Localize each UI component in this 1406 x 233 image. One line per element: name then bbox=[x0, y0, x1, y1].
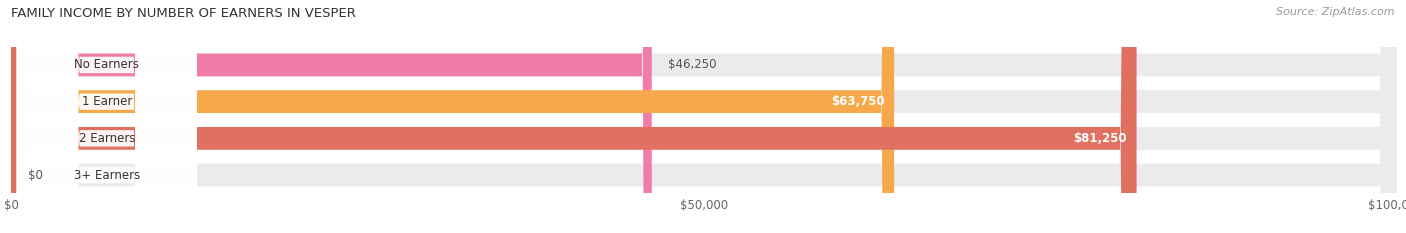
Text: No Earners: No Earners bbox=[75, 58, 139, 72]
FancyBboxPatch shape bbox=[11, 0, 1136, 233]
Text: $0: $0 bbox=[28, 168, 42, 182]
Text: FAMILY INCOME BY NUMBER OF EARNERS IN VESPER: FAMILY INCOME BY NUMBER OF EARNERS IN VE… bbox=[11, 7, 356, 20]
FancyBboxPatch shape bbox=[11, 0, 1396, 233]
Text: $46,250: $46,250 bbox=[668, 58, 717, 72]
Text: $81,250: $81,250 bbox=[1073, 132, 1126, 145]
FancyBboxPatch shape bbox=[11, 0, 1396, 233]
FancyBboxPatch shape bbox=[11, 0, 1396, 233]
FancyBboxPatch shape bbox=[11, 0, 1396, 233]
FancyBboxPatch shape bbox=[17, 0, 197, 233]
Text: 1 Earner: 1 Earner bbox=[82, 95, 132, 108]
FancyBboxPatch shape bbox=[17, 0, 197, 233]
FancyBboxPatch shape bbox=[11, 0, 894, 233]
Text: Source: ZipAtlas.com: Source: ZipAtlas.com bbox=[1277, 7, 1395, 17]
FancyBboxPatch shape bbox=[17, 0, 197, 233]
Text: 3+ Earners: 3+ Earners bbox=[73, 168, 139, 182]
Text: $63,750: $63,750 bbox=[831, 95, 884, 108]
Text: 2 Earners: 2 Earners bbox=[79, 132, 135, 145]
FancyBboxPatch shape bbox=[11, 0, 652, 233]
FancyBboxPatch shape bbox=[17, 0, 197, 233]
